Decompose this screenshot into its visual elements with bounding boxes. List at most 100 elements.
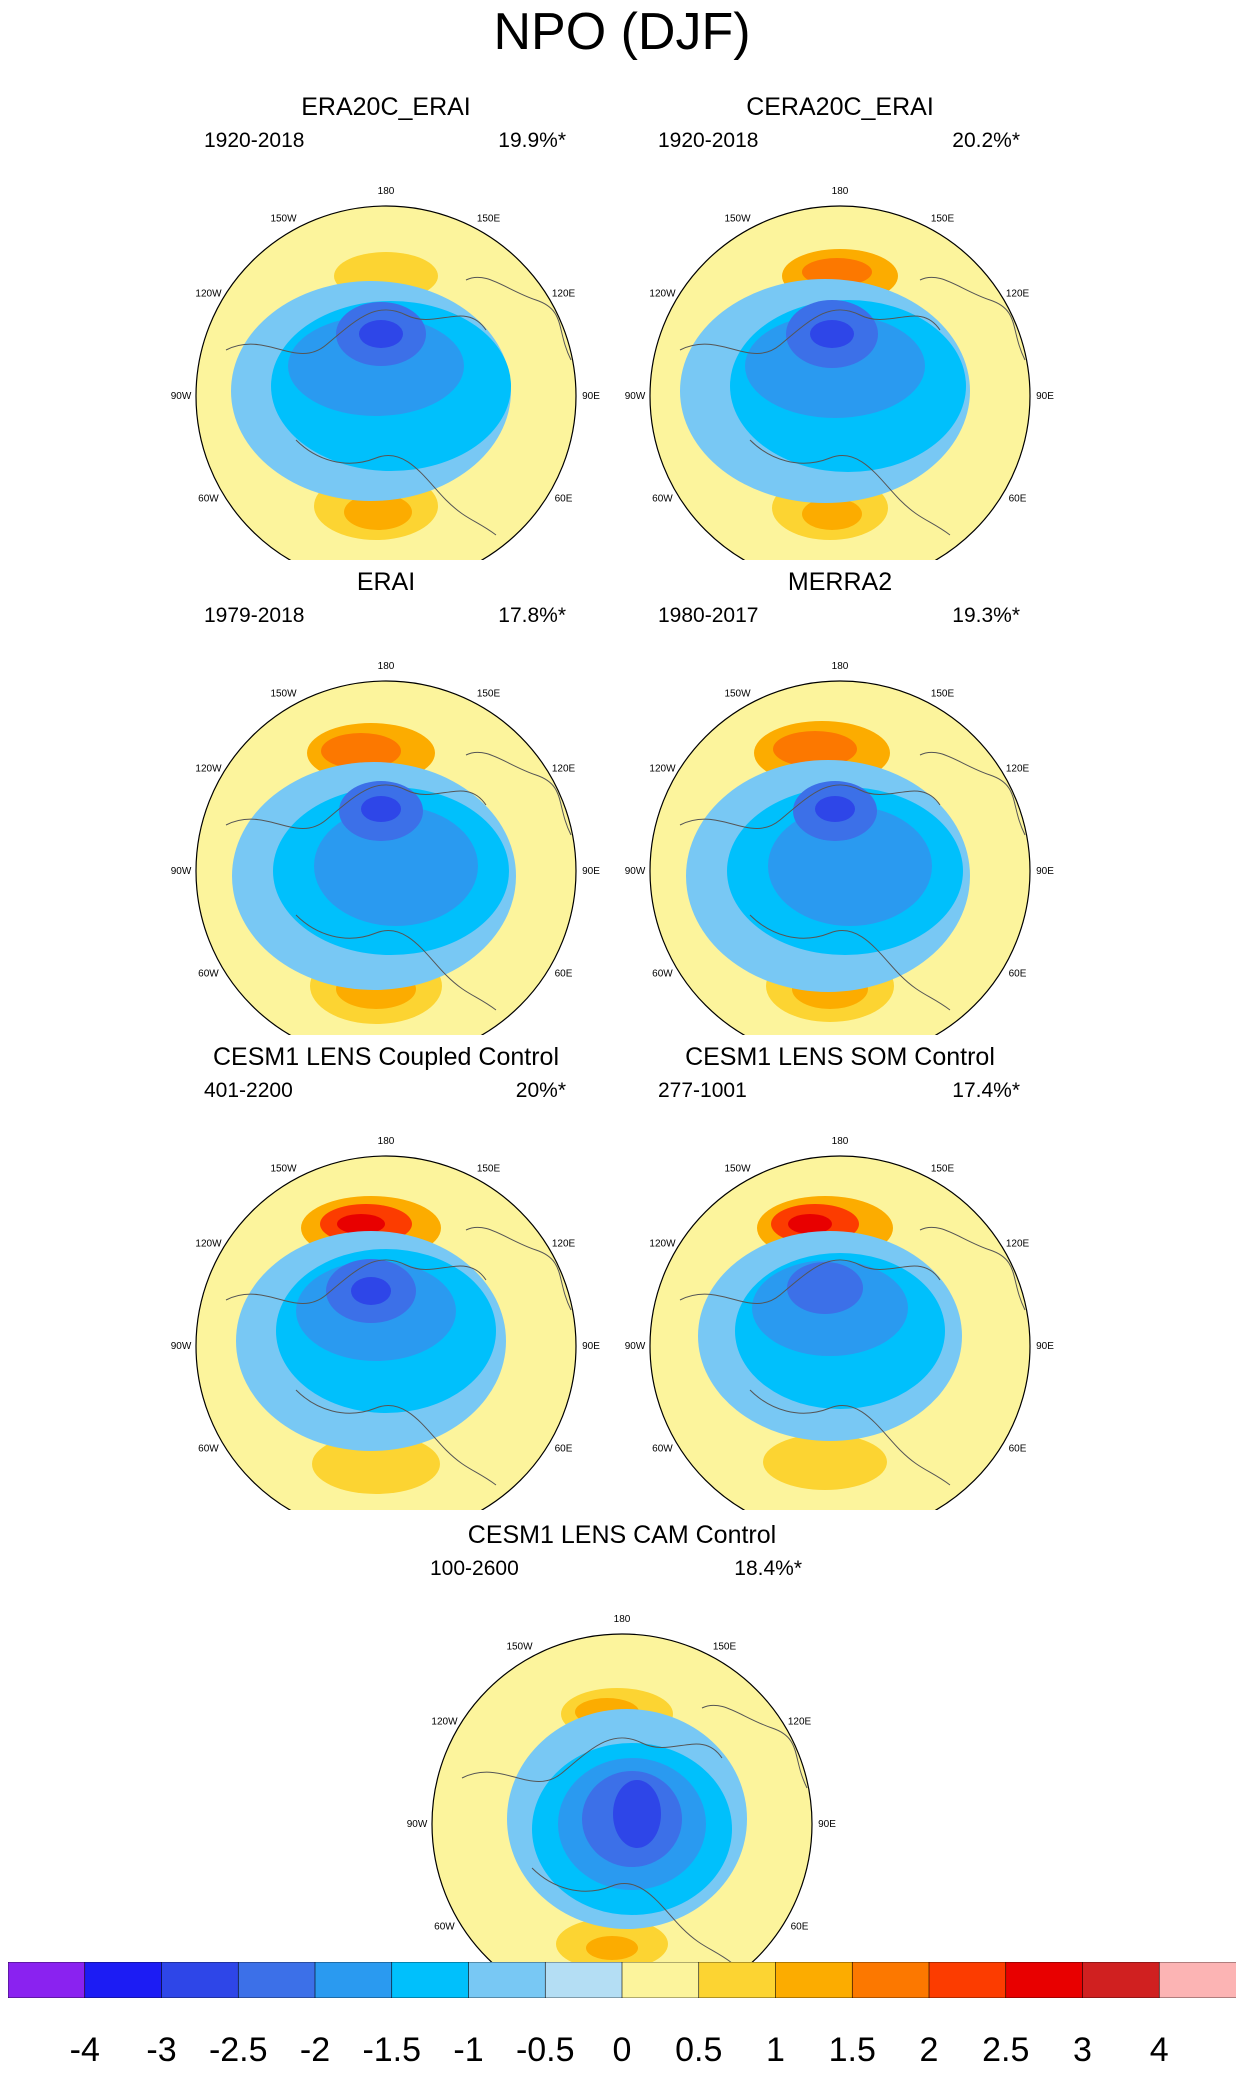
colorbar-swatch (775, 1962, 854, 1998)
panel-period: 401-2200 (204, 1079, 293, 1102)
longitude-label: 120E (1006, 289, 1030, 300)
longitude-label: 90E (1036, 866, 1054, 877)
longitude-label: 120W (195, 289, 222, 300)
panel-period: 277-1001 (658, 1079, 747, 1102)
coastline (295, 914, 497, 1011)
anomaly-contour (586, 1936, 638, 1960)
anomaly-contour (802, 498, 862, 530)
panel-cesm1-coupled-control: CESM1 LENS Coupled Control 401-2200 20%*… (146, 1042, 626, 1510)
colorbar-labels: -4 -3 -2.5 -2 -1.5 -1 -0.5 0 0.5 1 1.5 2 2.5 3 4 (0, 2030, 1244, 2074)
panel-variance: 20%* (515, 1079, 566, 1102)
coastline (919, 751, 1026, 836)
longitude-label: 60E (791, 1922, 809, 1933)
anomaly-contour (815, 796, 855, 822)
colorbar-tick-label: -1.5 (362, 2031, 422, 2069)
colorbar-tick-label: -0.5 (515, 2031, 575, 2069)
longitude-label: 180 (832, 186, 849, 197)
panel-title: ERAI (356, 568, 416, 596)
longitude-label: 90W (171, 1341, 192, 1352)
colorbar-swatch (1158, 1962, 1236, 1998)
longitude-label: 150W (506, 1641, 533, 1652)
longitude-label: 90W (625, 1341, 646, 1352)
polar-map: 180150E120E90E60E30E030W60W90W120W150W (625, 661, 1054, 1035)
colorbar (8, 1962, 1236, 1998)
map-boundary (649, 680, 1031, 1035)
longitude-label: 60W (652, 969, 673, 980)
longitude-label: 90W (407, 1819, 428, 1830)
main-title: NPO (DJF) (493, 3, 751, 61)
panel-title: CERA20C_ERAI (746, 93, 934, 121)
longitude-label: 120E (552, 1239, 576, 1250)
longitude-label: 150E (477, 688, 501, 699)
panel-cesm1-cam-control: CESM1 LENS CAM Control 100-2600 18.4%* 1… (382, 1520, 862, 1988)
map-field (196, 206, 576, 560)
anomaly-contour (344, 494, 412, 530)
panel-title: CESM1 LENS CAM Control (467, 1521, 777, 1549)
longitude-label: 180 (832, 661, 849, 672)
colorbar-swatch (1005, 1962, 1084, 1998)
longitude-label: 150E (477, 213, 501, 224)
coastline (679, 1259, 941, 1305)
anomaly-contour (773, 731, 857, 767)
longitude-label: 120E (1006, 764, 1030, 775)
anomaly-contour (613, 1780, 661, 1848)
anomaly-contour (337, 1214, 385, 1234)
panel-period: 1979-2018 (204, 604, 305, 627)
longitude-label: 90E (582, 391, 600, 402)
panel-title: CESM1 LENS Coupled Control (213, 1043, 559, 1071)
map-boundary (195, 1155, 577, 1510)
coastline (919, 276, 1026, 361)
anomaly-contour (321, 733, 401, 769)
polar-map: 180150E120E90E60E30E030W60W90W120W150W (625, 1136, 1054, 1510)
panel-variance: 19.9%* (498, 129, 566, 152)
map-field (196, 1156, 576, 1510)
map-boundary (649, 1155, 1031, 1510)
longitude-label: 90W (625, 866, 646, 877)
coastline (465, 751, 572, 836)
map-field (650, 206, 1030, 560)
colorbar-tick-label: 1 (766, 2031, 785, 2069)
longitude-label: 60E (555, 1444, 573, 1455)
panel-period: 100-2600 (430, 1557, 519, 1580)
colorbar-swatch (8, 1962, 86, 1998)
coastline (701, 1704, 808, 1789)
colorbar-tick-label: 2.5 (982, 2031, 1030, 2069)
polar-map: 180150E120E90E60E30E030W60W90W120W150W (171, 1136, 600, 1510)
colorbar-swatch (314, 1962, 393, 1998)
anomaly-contour (787, 1262, 863, 1314)
panel-merra2: MERRA2 1980-2017 19.3%* 180 150E 120E 90E 60… (600, 567, 1080, 1035)
coastline (679, 784, 941, 830)
longitude-label: 150E (713, 1641, 737, 1652)
longitude-label: 120E (788, 1717, 812, 1728)
longitude-label: 180 (378, 186, 395, 197)
colorbar-swatch (621, 1962, 700, 1998)
colorbar-tick-label: 4 (1149, 2031, 1169, 2069)
colorbar-tick-label: 1.5 (828, 2031, 876, 2069)
panel-cera20c-erai: CERA20C_ERAI 1920-2018 20.2%* 180 150E 120… (600, 92, 1080, 560)
anomaly-contour (312, 1434, 440, 1494)
polar-map: 180150E120E90E60E30E030W60W90W120W150W (171, 186, 600, 560)
panel-variance: 17.4%* (952, 1079, 1020, 1102)
longitude-label: 90E (582, 866, 600, 877)
colorbar-swatch (84, 1962, 163, 1998)
anomaly-contour (314, 806, 478, 926)
longitude-label: 120E (552, 764, 576, 775)
map-field (196, 681, 576, 1035)
panel-variance: 19.3%* (952, 604, 1020, 627)
colorbar-tick-label: 0.5 (675, 2031, 723, 2069)
longitude-label: 120W (195, 1239, 222, 1250)
coastline (225, 1259, 487, 1305)
longitude-label: 60W (434, 1922, 455, 1933)
longitude-label: 90E (818, 1819, 836, 1830)
coastline (679, 309, 941, 355)
panel-title: MERRA2 (787, 568, 893, 596)
colorbar-tick-label: 3 (1073, 2031, 1092, 2069)
anomaly-contour (763, 1434, 887, 1490)
anomaly-contour (359, 320, 403, 348)
polar-map: 180150E120E90E60E30E030W60W90W120W150W (625, 186, 1054, 560)
colorbar-tick-label: -4 (69, 2031, 100, 2069)
longitude-label: 120W (195, 764, 222, 775)
coastline (461, 1737, 723, 1783)
anomaly-contour (361, 796, 401, 822)
longitude-label: 150E (931, 688, 955, 699)
